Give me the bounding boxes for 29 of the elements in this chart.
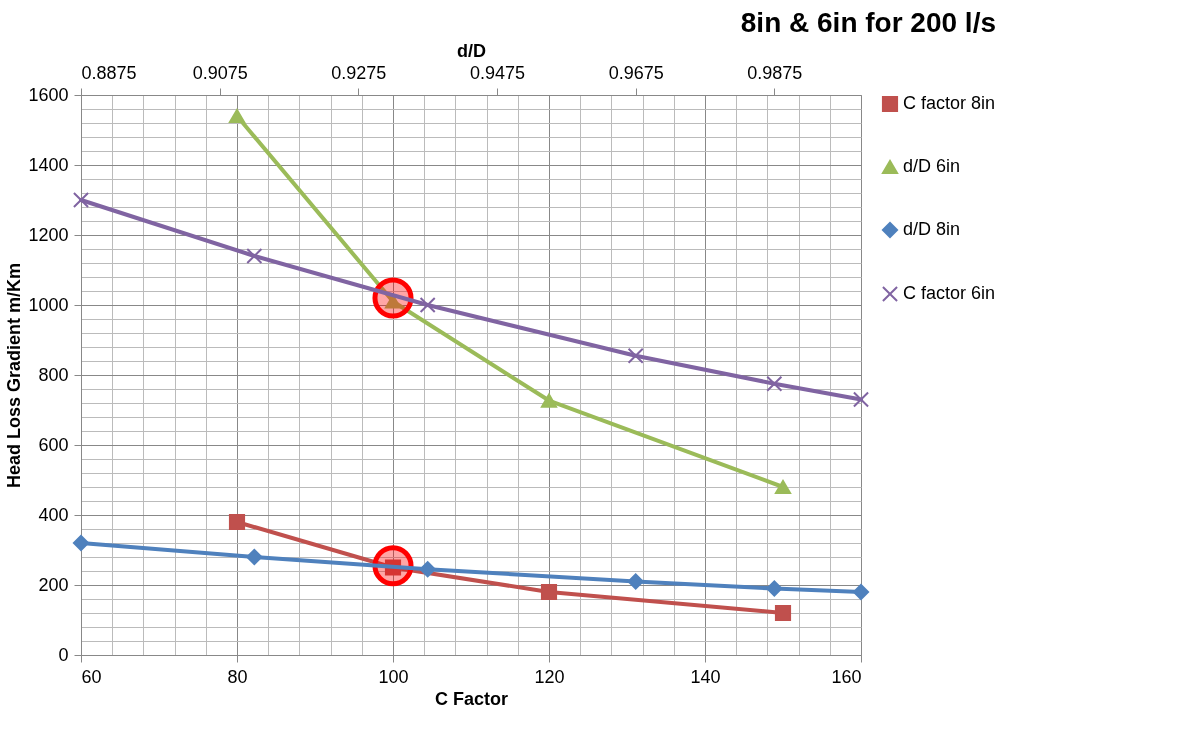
x2-tick-label: 0.9075 [192, 62, 248, 83]
x-axis-title: C Factor [434, 688, 509, 709]
x-tick-label: 140 [690, 666, 721, 687]
legend-label: C factor 6in [903, 283, 996, 303]
y-tick-label: 600 [38, 434, 69, 455]
legend-label: C factor 8in [903, 93, 996, 113]
y-tick-label: 200 [38, 574, 69, 595]
y-tick-label: 1200 [28, 224, 69, 245]
y-tick-label: 400 [38, 504, 69, 525]
legend-label: d/D 6in [903, 156, 961, 176]
x2-tick-label: 0.9475 [469, 62, 526, 83]
y-tick-label: 1600 [28, 84, 69, 105]
y-tick-label: 1400 [28, 154, 69, 175]
y-axis-title: Head Loss Gradient m/Km [4, 262, 25, 489]
x-tick-label: 80 [227, 666, 248, 687]
x2-tick-label: 0.8875 [81, 62, 137, 83]
legend-label: d/D 8in [903, 219, 961, 239]
y-tick-label: 0 [58, 644, 69, 665]
chart-title: 8in & 6in for 200 l/s [740, 7, 996, 38]
x-tick-label: 160 [831, 666, 862, 687]
y-tick-label: 1000 [28, 294, 69, 315]
x-tick-label: 60 [81, 666, 102, 687]
y-tick-label: 800 [38, 364, 69, 385]
x2-tick-label: 0.9875 [747, 62, 803, 83]
x2-tick-label: 0.9275 [331, 62, 387, 83]
x2-axis-title: d/D [457, 40, 486, 61]
x-tick-label: 100 [378, 666, 409, 687]
x-tick-label: 120 [534, 666, 565, 687]
x2-tick-label: 0.9675 [608, 62, 664, 83]
